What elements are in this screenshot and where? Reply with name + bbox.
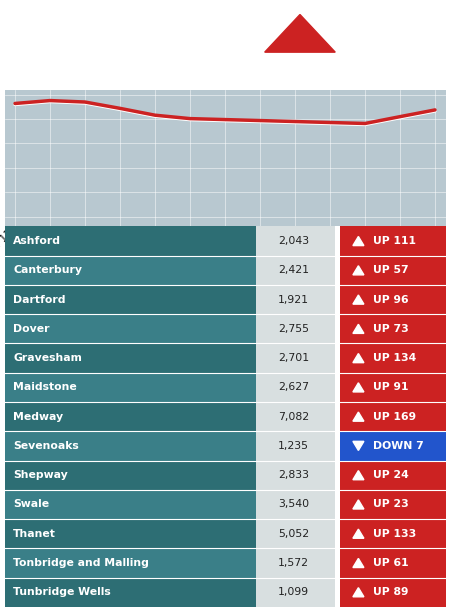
FancyBboxPatch shape xyxy=(4,460,256,490)
FancyBboxPatch shape xyxy=(4,226,256,256)
Text: Canterbury: Canterbury xyxy=(14,265,82,275)
FancyBboxPatch shape xyxy=(256,432,335,460)
FancyBboxPatch shape xyxy=(256,577,335,607)
Text: Maidstone: Maidstone xyxy=(14,383,77,392)
Polygon shape xyxy=(353,383,364,392)
Text: 2,833: 2,833 xyxy=(278,470,309,480)
FancyBboxPatch shape xyxy=(340,373,446,402)
FancyBboxPatch shape xyxy=(256,256,335,285)
Text: 1,099: 1,099 xyxy=(278,587,309,597)
Text: DOWN 7: DOWN 7 xyxy=(373,441,423,451)
FancyBboxPatch shape xyxy=(4,577,256,607)
FancyBboxPatch shape xyxy=(4,373,256,402)
FancyBboxPatch shape xyxy=(256,314,335,343)
Text: 1,921: 1,921 xyxy=(278,295,309,305)
FancyBboxPatch shape xyxy=(256,549,335,577)
Text: 3,540: 3,540 xyxy=(278,500,309,509)
Polygon shape xyxy=(353,295,364,304)
FancyBboxPatch shape xyxy=(340,402,446,432)
FancyBboxPatch shape xyxy=(340,577,446,607)
FancyBboxPatch shape xyxy=(340,314,446,343)
Text: Tunbridge Wells: Tunbridge Wells xyxy=(14,587,111,597)
Text: UP 91: UP 91 xyxy=(373,383,408,392)
FancyBboxPatch shape xyxy=(340,460,446,490)
Polygon shape xyxy=(353,266,364,275)
Polygon shape xyxy=(265,15,335,52)
Text: 2,701: 2,701 xyxy=(278,353,309,363)
Polygon shape xyxy=(353,500,364,509)
Text: Shepway: Shepway xyxy=(14,470,68,480)
FancyBboxPatch shape xyxy=(4,314,256,343)
FancyBboxPatch shape xyxy=(340,226,446,256)
FancyBboxPatch shape xyxy=(4,490,256,519)
Polygon shape xyxy=(353,412,364,421)
Text: Swale: Swale xyxy=(14,500,50,509)
Text: Tonbridge and Malling: Tonbridge and Malling xyxy=(14,558,149,568)
FancyBboxPatch shape xyxy=(4,285,256,314)
FancyBboxPatch shape xyxy=(256,226,335,256)
FancyBboxPatch shape xyxy=(340,490,446,519)
Text: 1,572: 1,572 xyxy=(278,558,309,568)
Text: 2,043: 2,043 xyxy=(278,236,309,246)
Text: UP 111: UP 111 xyxy=(373,236,416,246)
Text: Dover: Dover xyxy=(14,324,50,334)
Polygon shape xyxy=(353,324,364,333)
Polygon shape xyxy=(353,471,364,480)
Text: Thanet: Thanet xyxy=(14,528,56,539)
FancyBboxPatch shape xyxy=(340,549,446,577)
FancyBboxPatch shape xyxy=(340,343,446,373)
FancyBboxPatch shape xyxy=(256,519,335,549)
FancyBboxPatch shape xyxy=(4,402,256,432)
Text: 2,421: 2,421 xyxy=(278,265,309,275)
Text: UP 169: UP 169 xyxy=(373,412,416,422)
Text: UP 23: UP 23 xyxy=(373,500,409,509)
Text: Dartford: Dartford xyxy=(14,295,66,305)
Polygon shape xyxy=(353,354,364,363)
Text: Gravesham: Gravesham xyxy=(14,353,82,363)
Text: 5,052: 5,052 xyxy=(278,528,309,539)
Text: Medway: Medway xyxy=(14,412,63,422)
Polygon shape xyxy=(353,529,364,538)
Text: 7,082: 7,082 xyxy=(278,412,309,422)
FancyBboxPatch shape xyxy=(256,343,335,373)
FancyBboxPatch shape xyxy=(256,285,335,314)
FancyBboxPatch shape xyxy=(256,402,335,432)
Text: UP: UP xyxy=(357,21,385,39)
FancyBboxPatch shape xyxy=(340,256,446,285)
Text: UP 133: UP 133 xyxy=(373,528,416,539)
FancyBboxPatch shape xyxy=(340,285,446,314)
Text: Ashford: Ashford xyxy=(14,236,61,246)
Text: 1,054: 1,054 xyxy=(344,56,406,75)
Text: UP 89: UP 89 xyxy=(373,587,408,597)
FancyBboxPatch shape xyxy=(256,373,335,402)
Text: Kent/Medway unemployed: Kent/Medway unemployed xyxy=(18,25,194,37)
Text: 2,755: 2,755 xyxy=(278,324,309,334)
FancyBboxPatch shape xyxy=(4,432,256,460)
FancyBboxPatch shape xyxy=(256,490,335,519)
Polygon shape xyxy=(353,588,364,597)
Text: 1,235: 1,235 xyxy=(278,441,309,451)
Polygon shape xyxy=(353,237,364,246)
FancyBboxPatch shape xyxy=(4,519,256,549)
FancyBboxPatch shape xyxy=(4,343,256,373)
FancyBboxPatch shape xyxy=(4,549,256,577)
Text: UP 134: UP 134 xyxy=(373,353,416,363)
FancyBboxPatch shape xyxy=(256,460,335,490)
Text: UP 57: UP 57 xyxy=(373,265,408,275)
Text: UP 61: UP 61 xyxy=(373,558,408,568)
FancyBboxPatch shape xyxy=(340,519,446,549)
Polygon shape xyxy=(353,441,364,451)
FancyBboxPatch shape xyxy=(340,432,446,460)
Text: UP 24: UP 24 xyxy=(373,470,409,480)
Polygon shape xyxy=(353,558,364,568)
Text: UP 96: UP 96 xyxy=(373,295,408,305)
Text: Sevenoaks: Sevenoaks xyxy=(14,441,79,451)
Text: FEBRUARY 2013: 36,881: FEBRUARY 2013: 36,881 xyxy=(18,55,225,70)
FancyBboxPatch shape xyxy=(4,256,256,285)
Text: 2,627: 2,627 xyxy=(278,383,309,392)
Text: UP 73: UP 73 xyxy=(373,324,409,334)
